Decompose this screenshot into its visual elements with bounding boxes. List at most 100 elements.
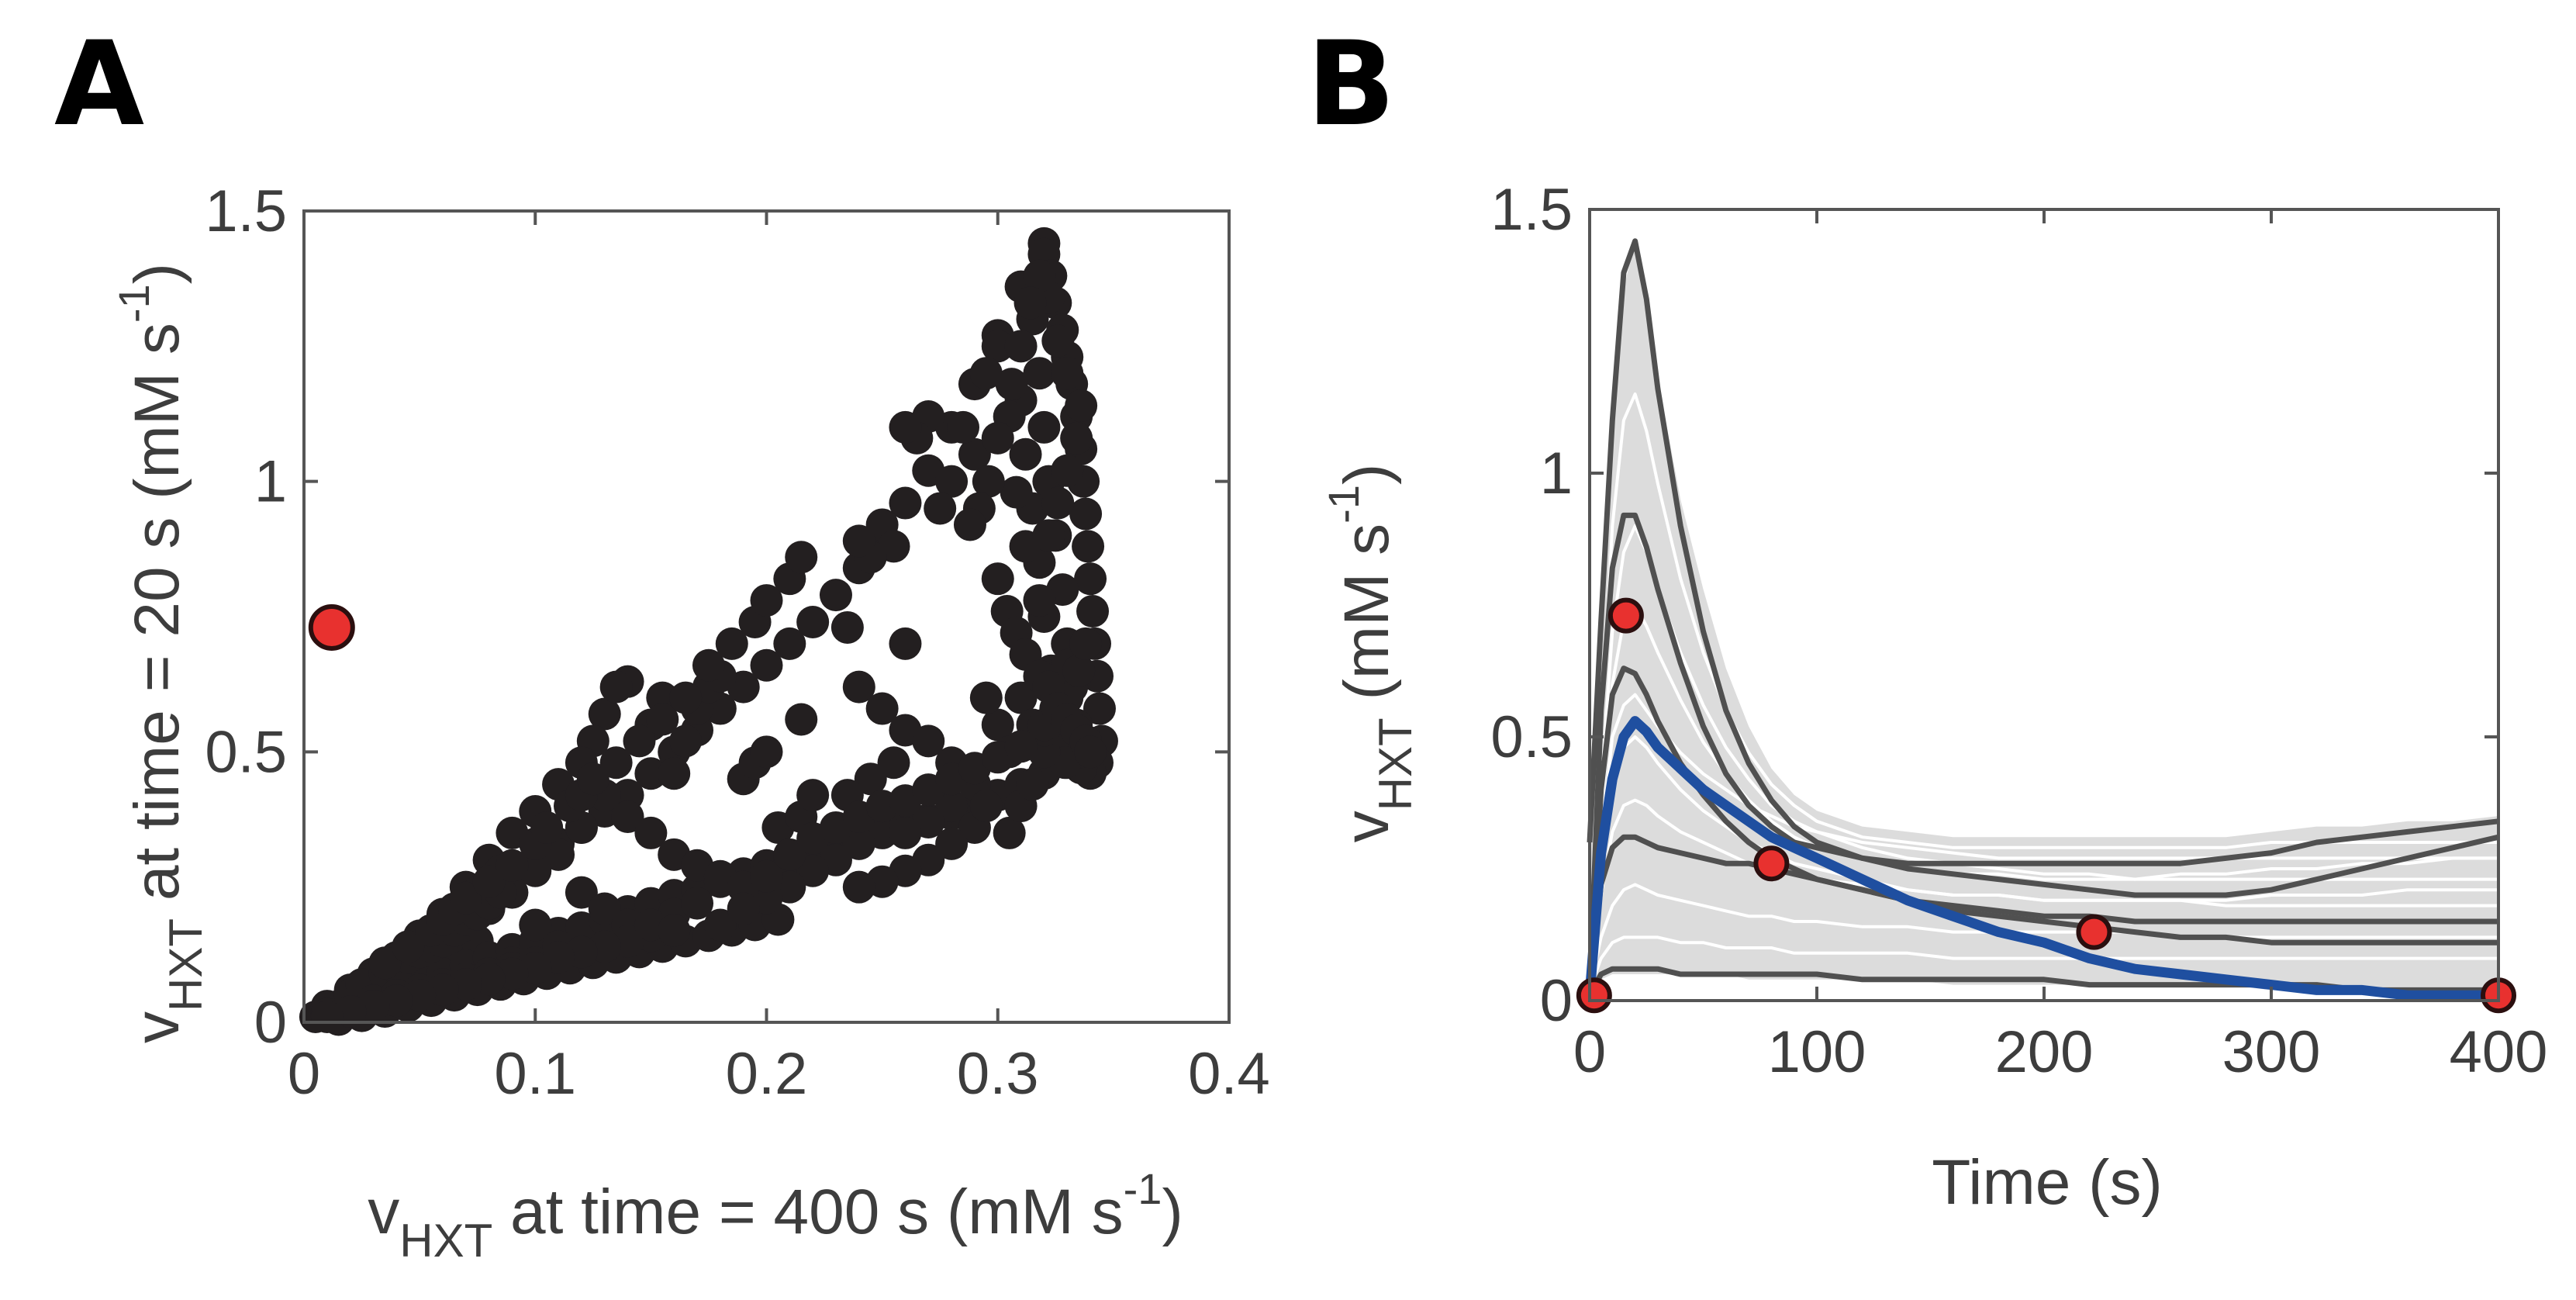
highlight-point [308, 603, 355, 651]
scatter-point [796, 605, 830, 638]
scatter-point [935, 827, 969, 860]
scatter-point [1027, 410, 1061, 444]
scatter-point [1069, 627, 1103, 660]
dark-curve [1587, 512, 2499, 991]
scatter-point [958, 437, 991, 471]
x-tick-labels-b: 0 100 200 300 400 [1573, 1019, 2548, 1085]
scatter-point [310, 1001, 344, 1034]
scatter-point [750, 648, 783, 682]
background-curve [1588, 883, 2498, 991]
scatter-point [947, 410, 980, 444]
scatter-point [1041, 486, 1075, 520]
scatter-point [796, 854, 830, 887]
scatter-point [750, 584, 783, 617]
axes-a [302, 209, 1231, 1024]
x-tick-label: 0 [1573, 1019, 1606, 1085]
scatter-point [681, 887, 714, 920]
scatter-point [658, 757, 691, 790]
scatter-point [588, 697, 621, 731]
y-axis-label-a: vHXT at time = 20 s (mM s-1) [109, 263, 212, 1043]
scatter-point [519, 908, 552, 942]
scatter-point [1062, 654, 1096, 687]
scatter-point [1004, 330, 1038, 363]
scatter-point [972, 465, 1005, 498]
scatter-point [854, 762, 887, 796]
scatter-point [842, 670, 875, 704]
marker-point [1753, 845, 1790, 882]
scatter-point [969, 790, 1003, 823]
scatter-point [658, 914, 691, 947]
scatter-point [773, 627, 806, 660]
scatter-point [981, 421, 1014, 455]
scatter-point [993, 816, 1026, 849]
axes-b [1588, 208, 2500, 1002]
x-tick-label: 0.3 [957, 1041, 1039, 1107]
x-tick-label: 400 [2450, 1019, 2548, 1085]
scatter-point [935, 465, 969, 498]
scatter-point [611, 800, 644, 834]
scatter-point [877, 746, 910, 780]
x-tick-label: 0.4 [1188, 1041, 1270, 1107]
panel-a-letter: A [54, 17, 144, 152]
x-tick-labels-a: 0 0.1 0.2 0.3 0.4 [288, 1041, 1270, 1107]
scatter-point [981, 708, 1014, 742]
scatter-point [368, 946, 402, 980]
scatter-point [1069, 497, 1103, 531]
scatter-point [1023, 259, 1056, 292]
scatter-point [1013, 286, 1047, 320]
y-tick-label: 1.5 [1490, 177, 1573, 243]
scatter-point [889, 486, 922, 520]
scatter-point [1009, 437, 1042, 471]
y-tick-label: 0.5 [1490, 704, 1573, 770]
dark-curve [1587, 834, 2498, 991]
scatter-point [1074, 562, 1107, 596]
scatter-point [1004, 730, 1038, 763]
scatter-points [299, 226, 1118, 1036]
scatter-point [969, 357, 1003, 390]
scatter-point [842, 827, 875, 860]
x-axis-label-b: Time (s) [1932, 1147, 2163, 1218]
scatter-point [599, 670, 633, 704]
scatter-point [1016, 768, 1049, 801]
panel-a-scatter: 0 0.1 0.2 0.3 0.4 0 0.5 1 1.5 vHXT at time = 40… [109, 178, 1270, 1267]
scatter-point [646, 703, 679, 736]
scatter-point [981, 330, 1014, 363]
scatter-point [669, 681, 703, 714]
scatter-point [1023, 584, 1056, 617]
scatter-point [1051, 357, 1084, 390]
x-tick-label: 0 [288, 1041, 320, 1107]
scatter-point [889, 816, 922, 849]
x-axis-label-a: vHXT at time = 400 s (mM s-1) [368, 1164, 1183, 1267]
scatter-point [715, 627, 748, 660]
scatter-point [969, 681, 1003, 714]
scatter-point [935, 790, 969, 823]
marker-point [1576, 977, 1612, 1014]
panel-b-letter: B [1307, 17, 1395, 152]
panel-b-timecourse: 0 100 200 300 400 0 0.5 1 1.5 Time (s) vHXT (mM… [1319, 177, 2547, 1218]
scatter-point [785, 703, 818, 736]
background-curve [1588, 693, 2498, 991]
scatter-point [588, 892, 621, 925]
scatter-point [1060, 421, 1093, 455]
scatter-point [392, 930, 425, 963]
y-tick-label: 0 [254, 990, 287, 1056]
scatter-point [692, 648, 725, 682]
y-tick-labels-a: 0 0.5 1 1.5 [205, 178, 287, 1056]
scatter-point [1000, 475, 1033, 509]
y-tick-label: 1 [1540, 441, 1573, 507]
scatter-point [773, 838, 806, 871]
scatter-point [819, 579, 852, 612]
x-tick-label: 200 [1995, 1019, 2094, 1085]
scatter-point [1023, 357, 1056, 390]
background-curve [1588, 392, 2498, 991]
scatter-point [669, 724, 703, 758]
scatter-point [703, 908, 737, 942]
scatter-point [981, 562, 1014, 596]
scatter-point [599, 746, 633, 780]
y-tick-label: 1 [254, 449, 287, 515]
scatter-point [924, 492, 957, 525]
scatter-point [576, 762, 609, 796]
scatter-point [842, 870, 875, 904]
scatter-point [634, 757, 668, 790]
